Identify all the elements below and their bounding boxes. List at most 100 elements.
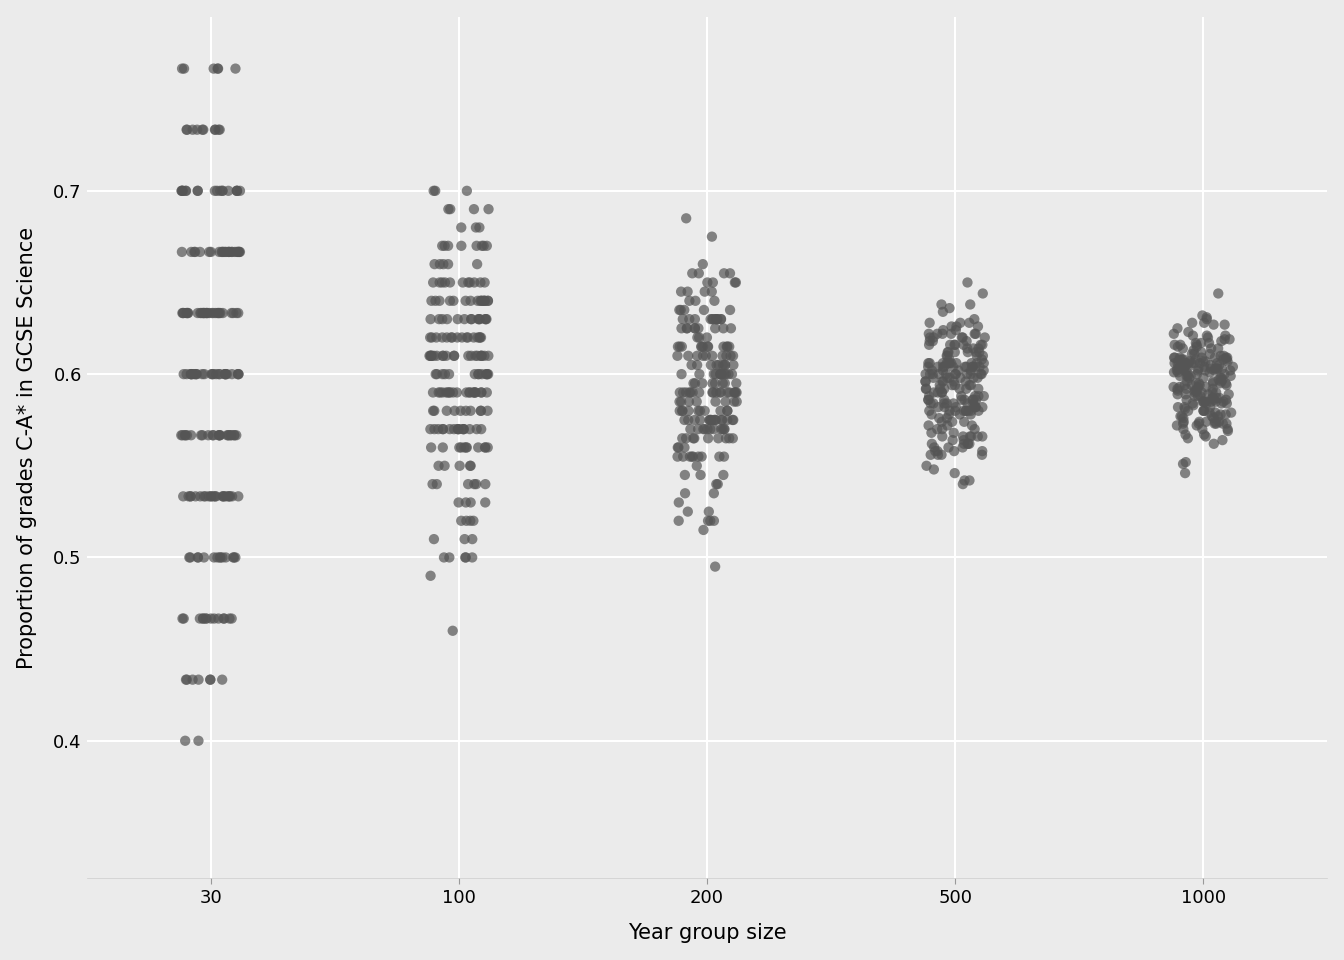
Point <box>435 385 457 400</box>
Point <box>184 244 206 259</box>
Point <box>1183 343 1204 358</box>
Point <box>695 348 716 364</box>
Point <box>419 421 441 437</box>
Point <box>958 436 980 451</box>
Point <box>1216 416 1238 431</box>
Point <box>1176 357 1198 372</box>
Point <box>962 341 984 356</box>
Point <box>220 427 242 443</box>
Point <box>927 359 949 374</box>
Point <box>964 326 985 342</box>
Point <box>437 311 458 326</box>
Point <box>1216 396 1238 411</box>
Point <box>1199 405 1220 420</box>
Point <box>716 339 738 354</box>
Point <box>704 412 726 427</box>
Point <box>966 371 988 386</box>
Point <box>723 385 745 400</box>
Point <box>671 367 692 382</box>
Point <box>460 275 481 290</box>
Point <box>469 275 491 290</box>
Point <box>942 432 964 447</box>
Point <box>466 293 488 308</box>
Point <box>673 302 695 318</box>
Point <box>722 412 743 427</box>
Point <box>1171 351 1192 367</box>
Point <box>1188 414 1210 429</box>
Point <box>949 315 970 330</box>
Point <box>930 297 952 312</box>
Point <box>1167 321 1188 336</box>
Point <box>694 403 715 419</box>
Point <box>207 305 228 321</box>
Point <box>1188 361 1210 376</box>
Point <box>945 367 966 382</box>
Point <box>684 412 706 427</box>
Point <box>175 183 196 199</box>
Point <box>961 429 982 444</box>
Point <box>469 330 491 346</box>
Point <box>468 440 489 455</box>
Point <box>1191 350 1212 366</box>
Point <box>698 504 719 519</box>
Point <box>1199 399 1220 415</box>
Point <box>203 305 224 321</box>
Point <box>1198 387 1219 402</box>
Point <box>210 550 231 565</box>
Point <box>1181 396 1203 411</box>
Point <box>702 385 723 400</box>
Point <box>1167 339 1188 354</box>
Point <box>945 377 966 393</box>
Point <box>223 305 245 321</box>
Point <box>704 375 726 391</box>
Point <box>1173 351 1195 367</box>
Point <box>1215 407 1236 422</box>
Point <box>939 337 961 352</box>
Point <box>1184 383 1206 398</box>
Point <box>918 392 939 407</box>
Point <box>710 311 731 326</box>
Point <box>1193 394 1215 409</box>
Point <box>223 427 245 443</box>
Point <box>1172 341 1193 356</box>
Point <box>973 355 995 371</box>
Point <box>935 367 957 382</box>
Point <box>722 367 743 382</box>
Point <box>477 367 499 382</box>
Point <box>921 363 942 378</box>
Point <box>919 333 941 348</box>
Point <box>953 403 974 419</box>
Point <box>421 293 442 308</box>
Point <box>919 447 941 463</box>
Point <box>667 348 688 364</box>
Point <box>1191 385 1212 400</box>
Point <box>941 355 962 371</box>
Point <box>214 367 235 382</box>
Point <box>203 60 224 76</box>
Point <box>698 339 719 354</box>
Point <box>941 377 962 393</box>
Point <box>926 326 948 342</box>
Point <box>466 348 488 364</box>
Point <box>1192 421 1214 437</box>
Point <box>207 550 228 565</box>
Point <box>724 275 746 290</box>
Point <box>208 427 230 443</box>
Point <box>457 330 478 346</box>
Point <box>1193 359 1215 374</box>
Point <box>1211 371 1232 386</box>
Point <box>422 476 444 492</box>
Point <box>461 550 482 565</box>
Point <box>726 275 747 290</box>
Point <box>465 476 487 492</box>
Point <box>1216 350 1238 366</box>
Point <box>962 392 984 407</box>
Point <box>468 330 489 346</box>
Point <box>470 330 492 346</box>
Point <box>1204 363 1226 378</box>
Point <box>1181 377 1203 393</box>
Point <box>188 733 210 749</box>
Point <box>196 305 218 321</box>
Point <box>1203 373 1224 389</box>
Point <box>196 611 218 626</box>
